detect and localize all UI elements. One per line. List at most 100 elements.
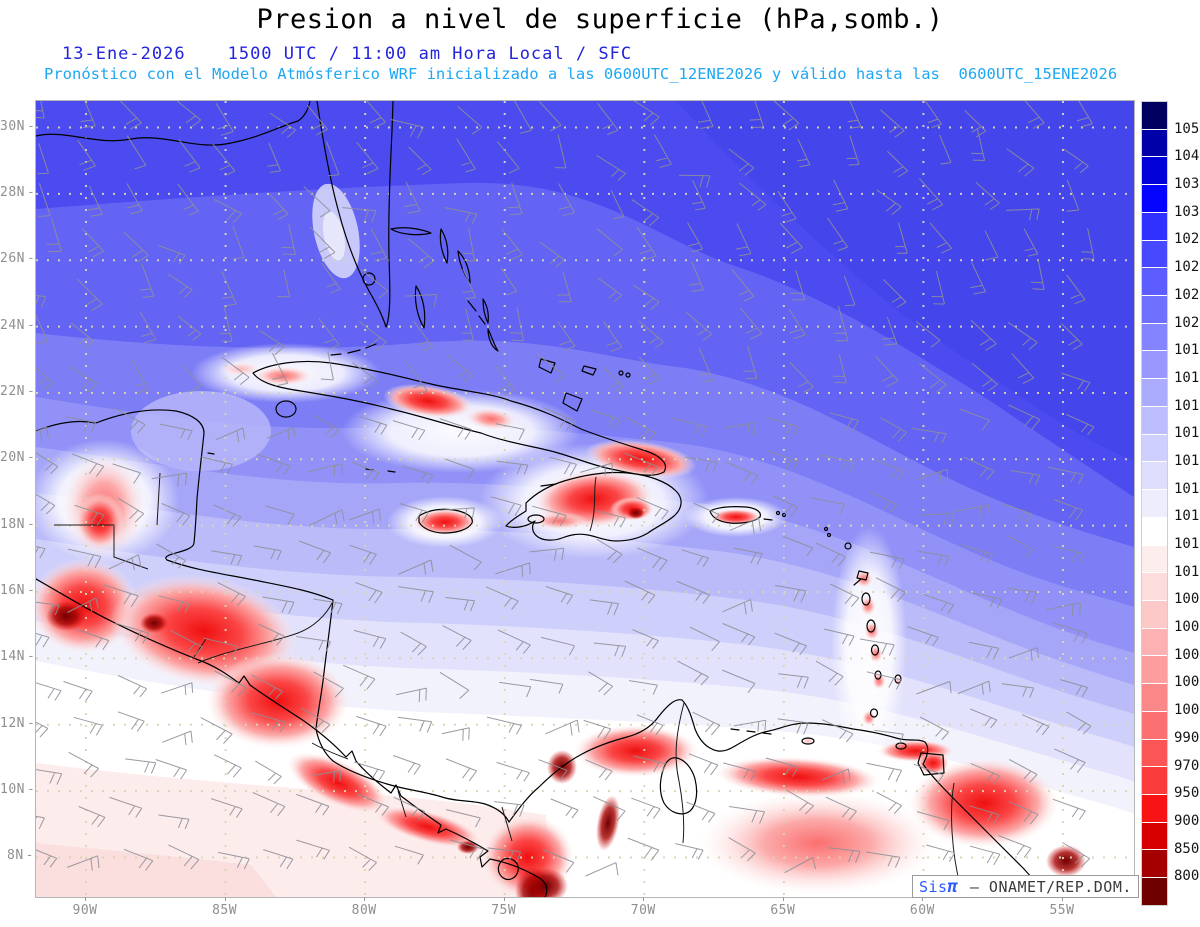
forecast-date: 13-Ene-2026 xyxy=(62,44,186,64)
colorbar-value: 1004 xyxy=(1174,646,1200,663)
pressure-colorbar xyxy=(1141,101,1168,906)
lon-tick xyxy=(85,897,86,901)
colorbar-value: 1012 xyxy=(1174,536,1200,553)
colorbar-value: 1006 xyxy=(1174,619,1200,636)
colorbar-cell xyxy=(1142,517,1167,546)
lat-label: 30N xyxy=(0,119,34,134)
colorbar-value: 1019 xyxy=(1174,342,1200,359)
colorbar-value: 1010 xyxy=(1174,563,1200,580)
colorbar-value: 1018 xyxy=(1174,369,1200,386)
colorbar-cell xyxy=(1142,822,1167,851)
colorbar-cell xyxy=(1142,794,1167,823)
lon-label: 80W xyxy=(351,903,377,918)
colorbar-cell xyxy=(1142,656,1167,685)
lon-tick xyxy=(1061,897,1063,901)
lon-tick xyxy=(782,897,784,901)
colorbar-cell xyxy=(1142,767,1167,795)
lon-tick xyxy=(224,897,226,901)
pressure-map-svg xyxy=(36,101,1134,897)
colorbar-cell xyxy=(1142,185,1167,213)
colorbar-cell xyxy=(1142,600,1167,629)
colorbar-value: 970 xyxy=(1174,757,1200,774)
colorbar-value: 1025 xyxy=(1174,259,1200,276)
lat-label: 22N xyxy=(0,384,34,399)
colorbar-cell xyxy=(1142,268,1167,297)
pi-logo-icon: π xyxy=(947,876,959,897)
model-info: Pronóstico con el Modelo Atmósferico WRF… xyxy=(44,65,1118,83)
lat-label: 14N xyxy=(0,649,34,664)
lat-label: 12N xyxy=(0,716,34,731)
colorbar-value: 1014 xyxy=(1174,480,1200,497)
colorbar-cell xyxy=(1142,157,1167,186)
colorbar-cell xyxy=(1142,351,1167,380)
lon-label: 70W xyxy=(630,903,656,918)
colorbar-value: 1035 xyxy=(1174,176,1200,193)
colorbar-value: 900 xyxy=(1174,812,1200,829)
colorbar-value: 1022 xyxy=(1174,286,1200,303)
lat-label: 26N xyxy=(0,251,34,266)
lon-label: 60W xyxy=(909,903,935,918)
colorbar-value: 800 xyxy=(1174,868,1200,885)
colorbar-cell xyxy=(1142,129,1167,158)
lon-tick xyxy=(364,897,366,901)
lat-label: 20N xyxy=(0,450,34,465)
colorbar-cell xyxy=(1142,296,1167,324)
colorbar-cell xyxy=(1142,739,1167,768)
map-canvas xyxy=(35,100,1135,898)
colorbar-cell xyxy=(1142,850,1167,879)
lon-label: 85W xyxy=(212,903,238,918)
sistt-onamet-badge: Sis π – ONAMET/REP.DOM. xyxy=(912,875,1139,898)
sistt-logo-text: Sis xyxy=(919,877,948,896)
lon-label: 65W xyxy=(770,903,796,918)
colorbar-value: 950 xyxy=(1174,785,1200,802)
colorbar-cell xyxy=(1142,628,1167,657)
page-title: Presion a nivel de superficie (hPa,somb.… xyxy=(256,4,944,35)
lon-label: 90W xyxy=(72,903,98,918)
lat-label: 16N xyxy=(0,583,34,598)
colorbar-value: 990 xyxy=(1174,729,1200,746)
colorbar-value: 1017 xyxy=(1174,397,1200,414)
forecast-time: 1500 UTC / 11:00 am Hora Local / SFC xyxy=(227,44,633,64)
lon-tick xyxy=(643,897,645,901)
lon-tick xyxy=(503,897,505,901)
colorbar-cell xyxy=(1142,462,1167,491)
country-borders xyxy=(54,472,961,886)
colorbar-cell xyxy=(1142,406,1167,435)
credit-text: – ONAMET/REP.DOM. xyxy=(960,877,1132,896)
lat-label: 10N xyxy=(0,782,34,797)
colorbar-value: 1002 xyxy=(1174,674,1200,691)
colorbar-value: 1020 xyxy=(1174,314,1200,331)
colorbar-cell xyxy=(1142,545,1167,574)
colorbar-value: 1028 xyxy=(1174,231,1200,248)
lat-label: 28N xyxy=(0,185,34,200)
colorbar-value: 1000 xyxy=(1174,702,1200,719)
colorbar-value: 1013 xyxy=(1174,508,1200,525)
lon-label: 75W xyxy=(491,903,517,918)
lat-label: 24N xyxy=(0,318,34,333)
colorbar-cell xyxy=(1142,240,1167,269)
colorbar-cell xyxy=(1142,212,1167,241)
colorbar-cell xyxy=(1142,711,1167,740)
colorbar-value: 1050 xyxy=(1174,120,1200,137)
low-pressure-blobs xyxy=(36,361,1086,897)
colorbar-value: 1008 xyxy=(1174,591,1200,608)
colorbar-cell xyxy=(1142,379,1167,407)
colorbar-value: 1015 xyxy=(1174,452,1200,469)
wind-barbs xyxy=(36,101,1095,877)
colorbar-value: 850 xyxy=(1174,840,1200,857)
colorbar-value: 1016 xyxy=(1174,425,1200,442)
graticule-dots xyxy=(36,101,1134,897)
lat-label: 18N xyxy=(0,517,34,532)
coastlines xyxy=(36,101,1134,897)
colorbar-cell xyxy=(1142,434,1167,463)
lon-tick xyxy=(922,897,924,901)
colorbar-cell xyxy=(1142,878,1167,905)
colorbar-cell xyxy=(1142,102,1167,130)
lon-label: 55W xyxy=(1049,903,1075,918)
colorbar-cell xyxy=(1142,323,1167,352)
colorbar-cell xyxy=(1142,490,1167,518)
colorbar-cell xyxy=(1142,573,1167,601)
colorbar-cell xyxy=(1142,684,1167,712)
colorbar-value: 1030 xyxy=(1174,203,1200,220)
